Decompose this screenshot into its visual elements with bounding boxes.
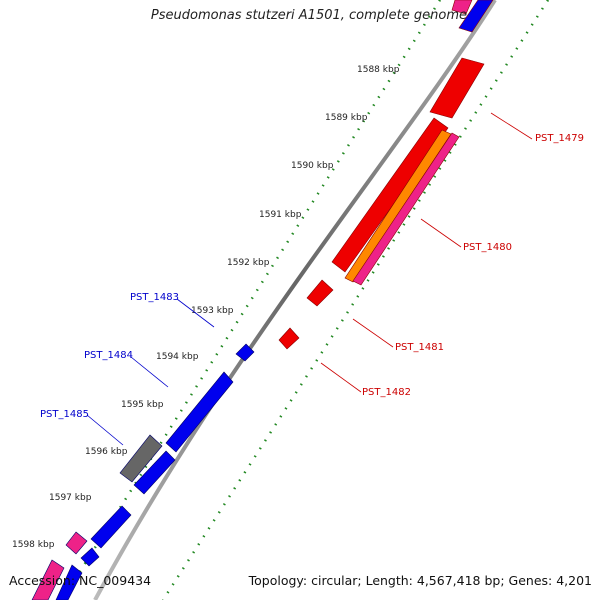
gene-pst-1480-feature[interactable] <box>331 117 449 273</box>
genome-backbone <box>93 0 497 600</box>
gene-pst-1485-feature[interactable] <box>119 434 163 483</box>
ruler-label: 1596 kbp <box>85 447 128 457</box>
forward-gene-feature[interactable] <box>80 547 100 567</box>
gene-label-pst-1481[interactable]: PST_1481 <box>395 342 444 353</box>
gene-label-pst-1482[interactable]: PST_1482 <box>362 387 411 398</box>
leader-line-pst-1482 <box>320 362 362 393</box>
ruler-label: 1593 kbp <box>191 306 234 316</box>
gene-label-pst-1483[interactable]: PST_1483 <box>130 292 179 303</box>
pink-feature-bottom[interactable] <box>65 531 88 555</box>
leader-line-pst-1484 <box>130 356 169 388</box>
ruler-label: 1597 kbp <box>49 493 92 503</box>
ruler-label: 1589 kbp <box>325 113 368 123</box>
pink-feature[interactable] <box>352 132 460 286</box>
forward-gene-feature[interactable] <box>55 564 83 600</box>
gene-pst-1481-feature[interactable] <box>306 279 334 307</box>
map-title: Pseudomonas stutzeri A1501, complete gen… <box>150 8 467 23</box>
pink-feature-top[interactable] <box>451 0 473 15</box>
orange-feature[interactable] <box>344 129 452 283</box>
gene-pst-1479-feature[interactable] <box>429 57 485 119</box>
leader-line-pst-1479 <box>490 112 533 140</box>
ruler-label: 1592 kbp <box>227 258 270 268</box>
ruler-label: 1588 kbp <box>357 65 400 75</box>
leader-line-pst-1483 <box>176 298 215 328</box>
pink-feature-corner[interactable] <box>31 559 65 600</box>
ruler-label: 1594 kbp <box>156 352 199 362</box>
ruler-label: 1591 kbp <box>259 210 302 220</box>
gene-label-pst-1480[interactable]: PST_1480 <box>463 242 512 253</box>
leader-line-pst-1480 <box>420 218 462 248</box>
ruler-label: 1598 kbp <box>12 540 55 550</box>
ruler-label: 1590 kbp <box>291 161 334 171</box>
leader-lines <box>86 112 533 446</box>
gene-pst-1483-feature[interactable] <box>235 343 255 362</box>
gene-pst-1482-feature[interactable] <box>278 327 300 350</box>
gene-labels: PST_1479 PST_1480 PST_1481 PST_1482 PST_… <box>40 133 584 420</box>
forward-strand-features <box>31 343 255 600</box>
accession-text: Accession: NC_009434 <box>9 573 152 588</box>
reverse-strand-features <box>278 0 494 350</box>
forward-gene-feature[interactable] <box>90 505 132 549</box>
gene-label-pst-1484[interactable]: PST_1484 <box>84 350 133 361</box>
forward-gene-feature[interactable] <box>133 450 176 495</box>
blue-feature-top[interactable] <box>458 0 494 33</box>
outer-tick-track <box>161 0 550 600</box>
leader-line-pst-1481 <box>352 318 394 348</box>
topology-text: Topology: circular; Length: 4,567,418 bp… <box>248 573 592 588</box>
gene-label-pst-1485[interactable]: PST_1485 <box>40 409 89 420</box>
leader-line-pst-1485 <box>86 414 124 446</box>
ruler-label: 1595 kbp <box>121 400 164 410</box>
gene-label-pst-1479[interactable]: PST_1479 <box>535 133 584 144</box>
gene-pst-1484-feature[interactable] <box>165 371 234 453</box>
ruler-labels: 1588 kbp 1589 kbp 1590 kbp 1591 kbp 1592… <box>12 65 400 550</box>
